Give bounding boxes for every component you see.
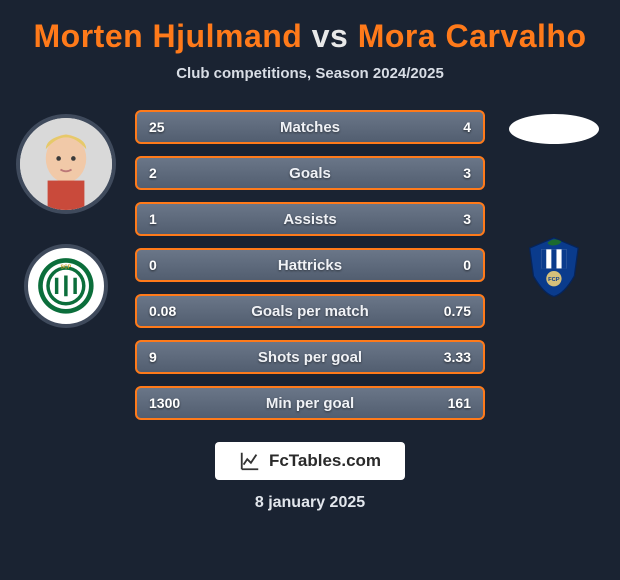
stat-right-value: 0 — [463, 257, 471, 273]
stat-label: Shots per goal — [258, 349, 362, 366]
stat-right-value: 3 — [463, 211, 471, 227]
footer-date: 8 january 2025 — [255, 494, 365, 512]
stat-label: Goals — [289, 165, 331, 182]
stats-column: 25 Matches 4 2 Goals 3 1 Assists 3 0 Hat… — [135, 104, 485, 420]
stat-right-value: 161 — [448, 395, 471, 411]
player2-club-crest: FCP — [512, 224, 596, 308]
stat-label: Hattricks — [278, 257, 342, 274]
stat-right-value: 4 — [463, 119, 471, 135]
svg-text:FCP: FCP — [548, 277, 560, 283]
svg-text:SCP: SCP — [61, 265, 72, 271]
porto-crest-icon: FCP — [522, 234, 586, 298]
title-player2: Mora Carvalho — [358, 18, 587, 54]
player1-avatar — [16, 114, 116, 214]
player2-placeholder-icon — [509, 114, 599, 144]
stat-right-value: 3 — [463, 165, 471, 181]
stat-row-matches: 25 Matches 4 — [135, 110, 485, 144]
right-side: FCP — [499, 104, 609, 308]
stat-left-value: 1300 — [149, 395, 180, 411]
stat-right-value: 3.33 — [444, 349, 471, 365]
stat-row-assists: 1 Assists 3 — [135, 202, 485, 236]
stat-row-min-per-goal: 1300 Min per goal 161 — [135, 386, 485, 420]
stat-left-value: 25 — [149, 119, 165, 135]
footer: FcTables.com 8 january 2025 — [0, 442, 620, 512]
sporting-crest-icon: SCP — [37, 257, 95, 315]
stat-right-value: 0.75 — [444, 303, 471, 319]
title-player1: Morten Hjulmand — [34, 18, 303, 54]
brand-box[interactable]: FcTables.com — [215, 442, 405, 480]
stat-row-shots-per-goal: 9 Shots per goal 3.33 — [135, 340, 485, 374]
stat-label: Min per goal — [266, 395, 354, 412]
stat-left-value: 0 — [149, 257, 157, 273]
stat-label: Goals per match — [251, 303, 369, 320]
stat-row-goals-per-match: 0.08 Goals per match 0.75 — [135, 294, 485, 328]
player1-club-crest: SCP — [24, 244, 108, 328]
title-vs: vs — [312, 18, 349, 54]
stat-label: Assists — [283, 211, 336, 228]
main-row: SCP 25 Matches 4 2 Goals 3 1 Assists 3 — [0, 104, 620, 420]
fctables-logo-icon — [239, 450, 261, 472]
comparison-card: Morten Hjulmand vs Mora Carvalho Club co… — [0, 0, 620, 580]
page-title: Morten Hjulmand vs Mora Carvalho — [0, 18, 620, 55]
player1-face-icon — [20, 118, 112, 210]
left-side: SCP — [11, 104, 121, 328]
brand-text: FcTables.com — [269, 451, 381, 471]
stat-left-value: 9 — [149, 349, 157, 365]
stat-left-value: 0.08 — [149, 303, 176, 319]
subtitle: Club competitions, Season 2024/2025 — [0, 65, 620, 82]
stat-row-goals: 2 Goals 3 — [135, 156, 485, 190]
stat-left-value: 1 — [149, 211, 157, 227]
stat-left-value: 2 — [149, 165, 157, 181]
stat-row-hattricks: 0 Hattricks 0 — [135, 248, 485, 282]
player2-avatar — [509, 114, 599, 144]
stat-label: Matches — [280, 119, 340, 136]
